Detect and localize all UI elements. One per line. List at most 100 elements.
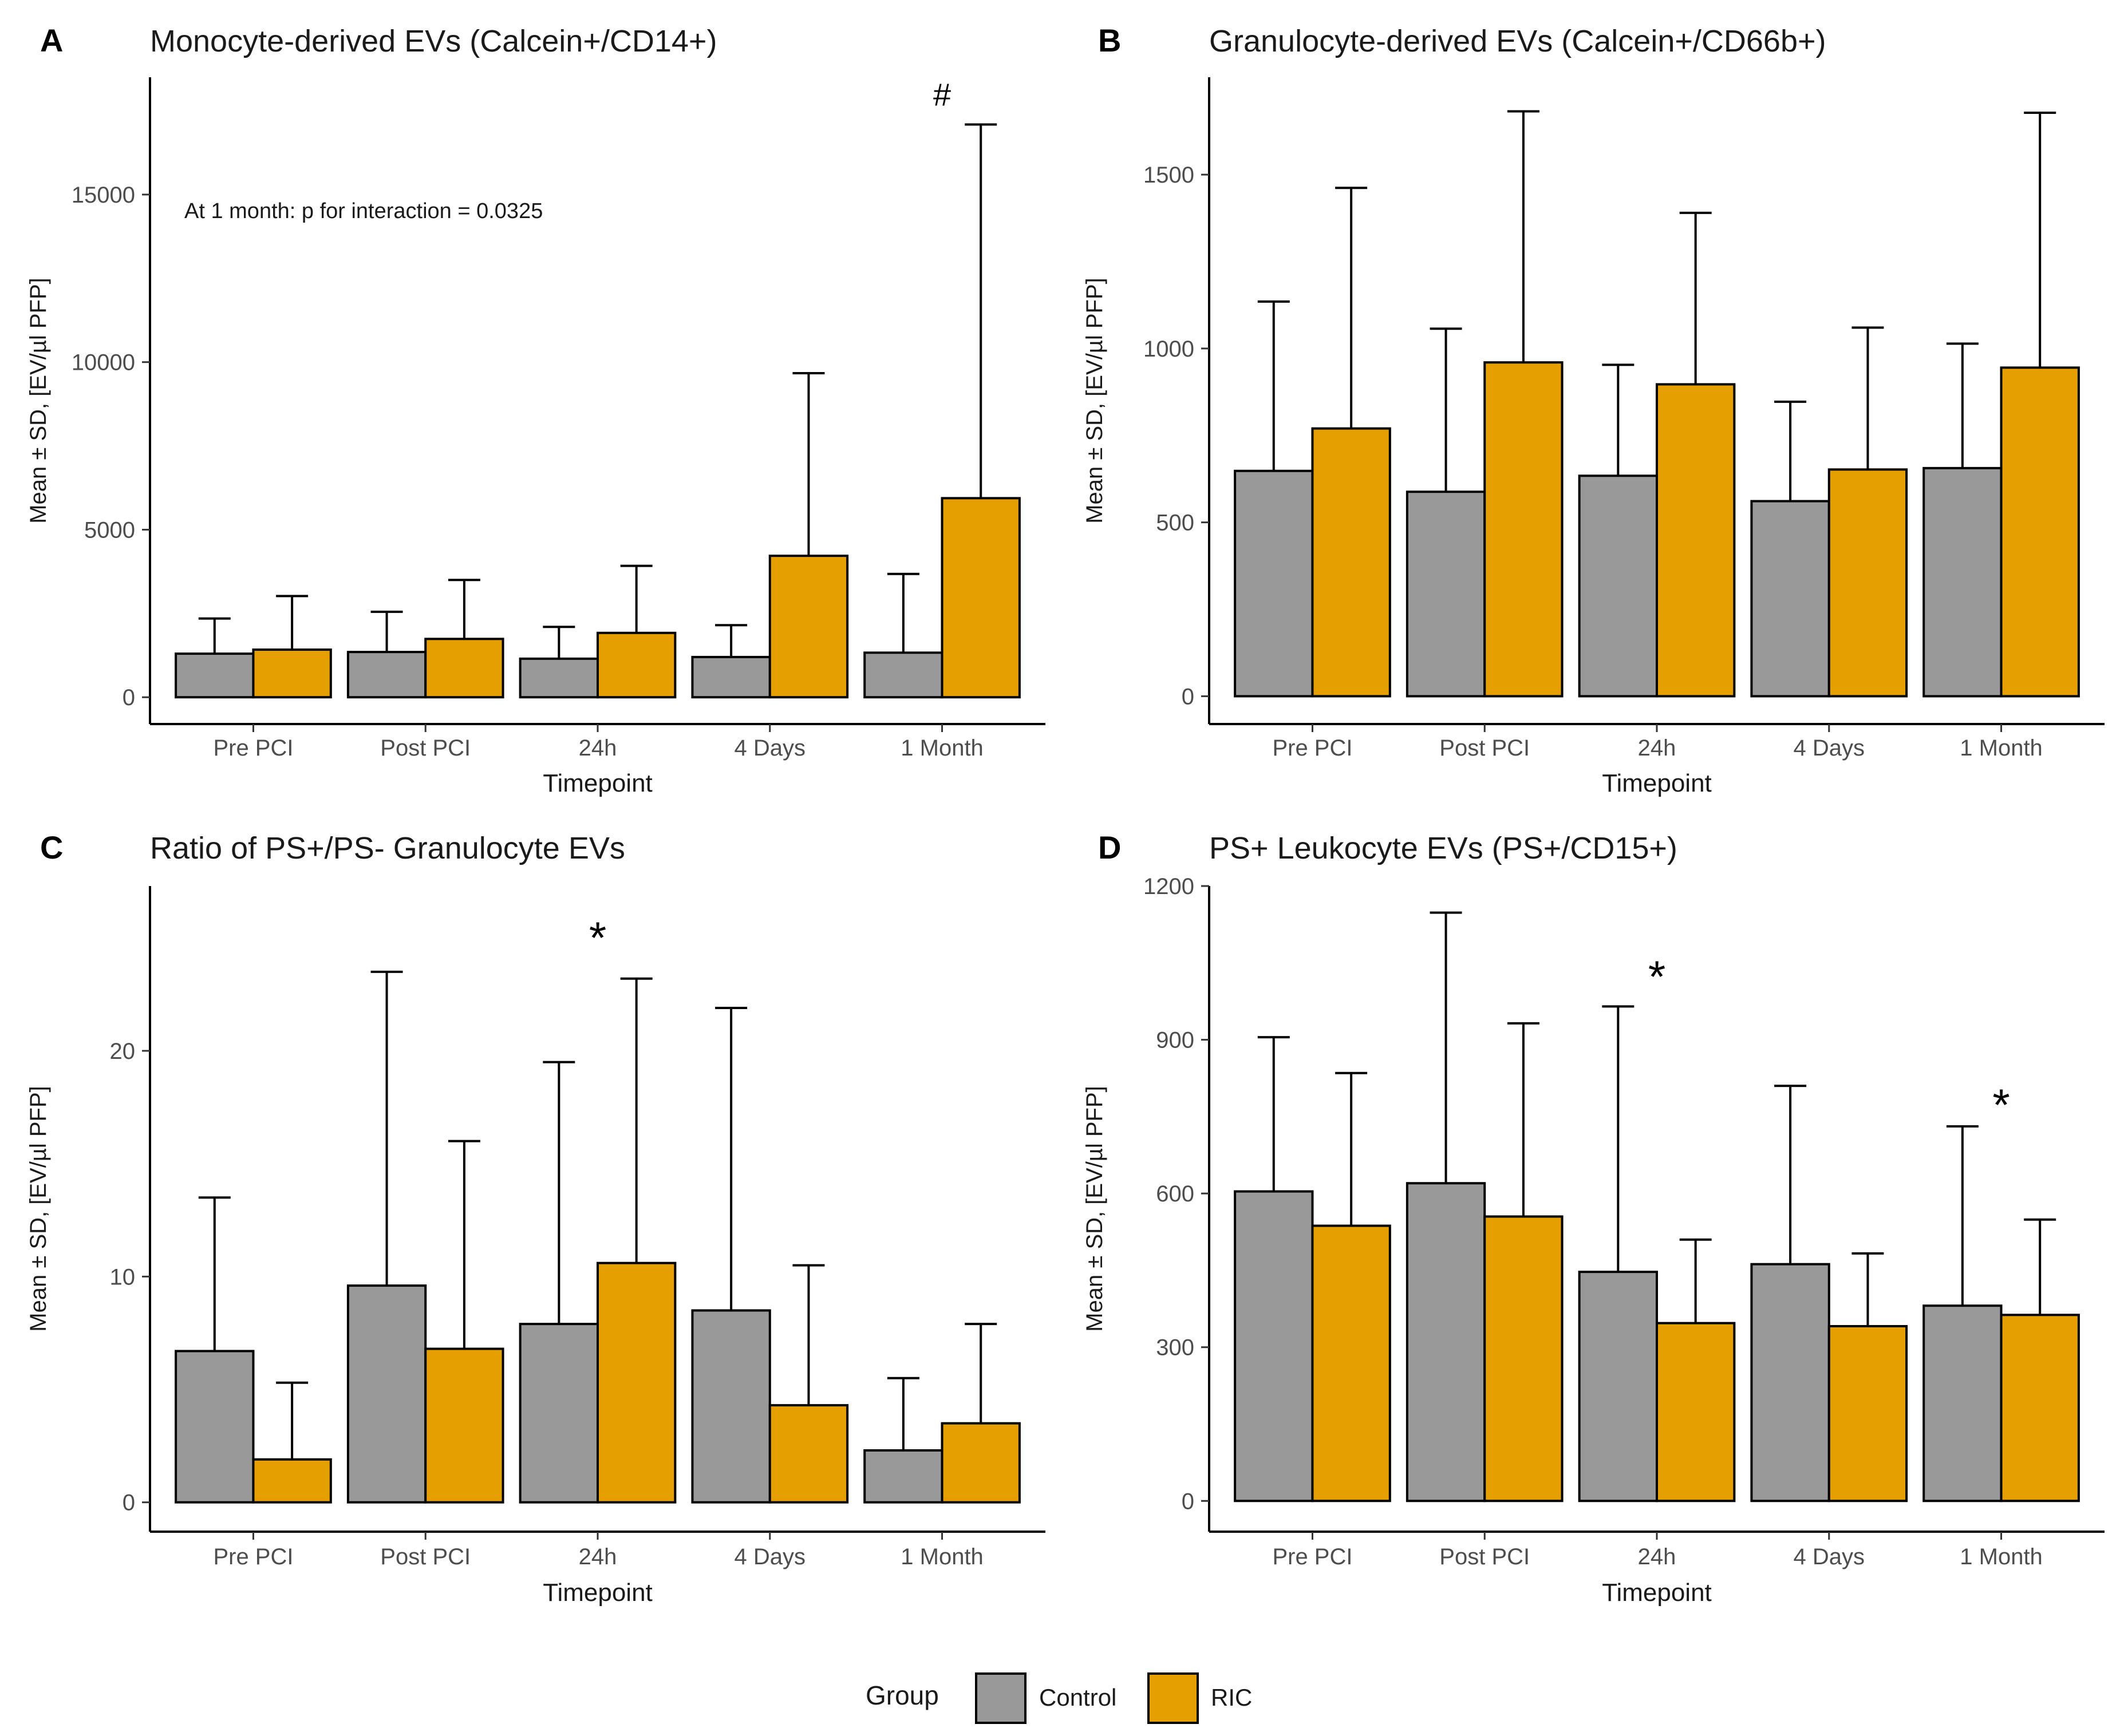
x-tick-label: 24h	[1638, 1544, 1676, 1569]
x-tick-label: Post PCI	[1439, 1544, 1530, 1569]
bar-control	[346, 1284, 427, 1504]
bar-ric	[2000, 366, 2080, 698]
series-ric	[1311, 110, 2080, 698]
y-tick-label: 500	[1156, 511, 1194, 536]
x-tick-label: 1 Month	[901, 1544, 984, 1569]
series-control	[175, 970, 943, 1504]
panel-title: PS+ Leukocyte EVs (PS+/CD15+)	[1209, 831, 1677, 865]
x-tick-label: 1 Month	[901, 735, 984, 761]
y-tick-label: 1000	[1143, 337, 1194, 362]
series-ric	[1311, 1022, 2080, 1502]
bar-control	[1234, 1190, 1314, 1502]
y-axis-title: Mean ± SD, [EV/µl PFP]	[26, 278, 51, 524]
panel-title: Granulocyte-derived EVs (Calcein+/CD66b+…	[1209, 24, 1826, 58]
bar-control	[346, 651, 427, 699]
y-axis-title: Mean ± SD, [EV/µl PFP]	[1082, 1086, 1107, 1332]
y-tick-label: 10000	[72, 350, 135, 375]
bar-ric	[424, 638, 504, 699]
panel-letter-c: C	[40, 829, 63, 865]
bar-ric	[252, 1458, 332, 1504]
bar-control	[1406, 491, 1486, 698]
bar-ric	[1311, 427, 1391, 698]
x-tick-label: 24h	[1638, 735, 1676, 761]
bar-control	[1406, 1182, 1486, 1502]
x-tick-label: 4 Days	[1794, 1544, 1865, 1569]
y-tick-label: 0	[123, 685, 135, 710]
x-tick-label: 24h	[579, 1544, 617, 1569]
y-tick-label: 15000	[72, 183, 135, 208]
y-tick-label: 10	[110, 1264, 136, 1290]
y-tick-label: 0	[1182, 1489, 1194, 1514]
legend-title: Group	[866, 1680, 939, 1710]
bar-ric	[1827, 1325, 1908, 1502]
bar-control	[1578, 1271, 1658, 1502]
x-tick-label: Pre PCI	[1272, 1544, 1352, 1569]
x-tick-label: 1 Month	[1960, 1544, 2043, 1569]
bar-ric	[768, 1404, 849, 1504]
series-ric	[252, 123, 1021, 699]
x-tick-label: Post PCI	[1439, 735, 1530, 761]
bar-ric	[2000, 1314, 2080, 1502]
y-tick-label: 300	[1156, 1335, 1194, 1361]
bar-control	[691, 1309, 771, 1504]
y-tick-label: 1500	[1143, 163, 1194, 188]
bar-ric	[941, 497, 1021, 699]
y-tick-label: 20	[110, 1039, 136, 1064]
bar-ric	[1827, 468, 1908, 698]
significance-star: *	[1992, 1079, 2009, 1130]
bar-ric	[941, 1422, 1021, 1504]
annotation-note: At 1 month: p for interaction = 0.0325	[184, 199, 543, 223]
x-tick-label: 4 Days	[735, 735, 806, 761]
x-tick-label: Post PCI	[380, 1544, 471, 1569]
series-control	[1234, 300, 2003, 698]
y-tick-label: 0	[123, 1490, 135, 1516]
bar-control	[691, 655, 771, 699]
x-tick-label: Post PCI	[380, 735, 471, 761]
bar-ric	[424, 1347, 504, 1504]
x-axis-title: Timepoint	[543, 1579, 653, 1607]
x-tick-label: Pre PCI	[213, 1544, 293, 1569]
y-tick-label: 600	[1156, 1181, 1194, 1207]
panel-a: A Monocyte-derived EVs (Calcein+/CD14+) 0 5…	[26, 22, 1045, 797]
x-tick-label: 1 Month	[1960, 735, 2043, 761]
x-tick-label: 4 Days	[1794, 735, 1865, 761]
x-tick-label: 24h	[579, 735, 617, 761]
x-axis-title: Timepoint	[543, 769, 653, 797]
bar-ric	[1483, 361, 1564, 698]
bar-control	[1578, 474, 1658, 698]
bar-ric	[1483, 1215, 1564, 1502]
bar-ric	[252, 648, 332, 699]
bar-control	[175, 653, 255, 699]
panel-title: Ratio of PS+/PS- Granulocyte EVs	[150, 831, 625, 865]
y-tick-label: 0	[1182, 684, 1194, 709]
bar-ric	[597, 631, 677, 699]
y-tick-label: 900	[1156, 1028, 1194, 1053]
bar-control	[1922, 466, 2003, 698]
significance-hash: #	[933, 76, 951, 112]
bar-ric	[1311, 1224, 1391, 1502]
x-tick-label: Pre PCI	[213, 735, 293, 761]
x-tick-label: 4 Days	[735, 1544, 806, 1569]
panel-b: B Granulocyte-derived EVs (Calcein+/CD66b…	[1082, 22, 2105, 797]
bar-ric	[768, 555, 849, 699]
bar-control	[1234, 469, 1314, 698]
bar-control	[863, 1449, 943, 1504]
bar-control	[1750, 500, 1830, 698]
panel-letter-d: D	[1098, 829, 1121, 865]
x-axis-title: Timepoint	[1602, 769, 1712, 797]
legend: Group Control RIC	[866, 1672, 1252, 1724]
bar-control	[1750, 1263, 1830, 1502]
bar-ric	[1656, 1322, 1736, 1502]
panel-letter-b: B	[1098, 22, 1121, 58]
panel-letter-a: A	[40, 22, 63, 58]
bar-control	[863, 651, 943, 699]
x-axis-title: Timepoint	[1602, 1579, 1712, 1607]
y-axis-title: Mean ± SD, [EV/µl PFP]	[26, 1086, 51, 1332]
series-ric	[252, 977, 1021, 1504]
significance-star: *	[589, 912, 606, 963]
panel-d: D PS+ Leukocyte EVs (PS+/CD15+) 0 300 600 900…	[1082, 829, 2105, 1607]
bar-ric	[597, 1262, 677, 1504]
x-tick-label: Pre PCI	[1272, 735, 1352, 761]
y-tick-label: 5000	[84, 517, 135, 543]
